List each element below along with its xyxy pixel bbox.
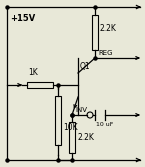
Text: Q1: Q1 (80, 62, 91, 71)
Text: REG: REG (98, 50, 113, 56)
Bar (27, 82, 53, 88)
Bar (69, 122, 75, 153)
Text: 1K: 1K (28, 68, 38, 77)
Text: INV: INV (75, 107, 87, 113)
Bar (55, 96, 61, 144)
Text: 2.2K: 2.2K (77, 133, 94, 142)
Text: 2.2K: 2.2K (100, 24, 117, 33)
Bar (92, 15, 98, 50)
Text: +15V: +15V (10, 14, 35, 23)
Text: 10K: 10K (63, 124, 78, 132)
Text: 10 uF: 10 uF (96, 122, 113, 127)
